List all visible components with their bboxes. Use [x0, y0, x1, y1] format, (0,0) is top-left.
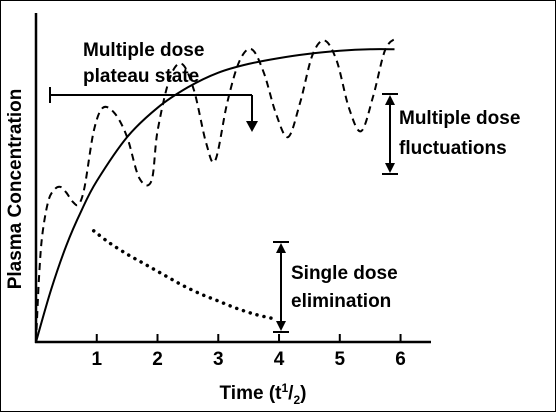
- fluctuations-arrow: [382, 93, 398, 175]
- x-tick-label: 6: [395, 349, 406, 370]
- single-dose-arrowhead-top: [276, 243, 286, 253]
- y-axis-label: Plasma Concentration: [5, 89, 26, 290]
- x-tick-label: 1: [91, 349, 102, 370]
- plateau-label-line2: plateau state: [83, 66, 199, 87]
- multiple-dose-average-line: [35, 48, 395, 343]
- plateau-label-line1: Multiple dose: [83, 40, 204, 61]
- single-dose-arrow: [273, 241, 289, 333]
- fluctuations-label-line1: Multiple dose: [399, 108, 520, 129]
- x-tick-label: 2: [152, 349, 163, 370]
- x-axis-label: Time (t1/2): [220, 381, 307, 407]
- plateau-bracket: [49, 87, 253, 125]
- series-group: [35, 36, 399, 343]
- x-tick-label: 3: [213, 349, 224, 370]
- x-ticks: 1 2 3 4 5 6: [91, 334, 406, 370]
- plateau-arrowhead: [246, 121, 258, 132]
- single-dose-label-line2: elimination: [291, 291, 391, 312]
- single-dose-arrowhead-bottom: [276, 321, 286, 331]
- fluctuations-label-line2: fluctuations: [399, 138, 507, 159]
- multiple-dose-fluctuation-line: [35, 36, 399, 343]
- single-dose-elimination-line: [91, 229, 275, 321]
- fluctuations-arrowhead-top: [385, 95, 395, 105]
- single-dose-label-line1: Single dose: [291, 263, 398, 284]
- fluctuations-arrowhead-bottom: [385, 163, 395, 173]
- x-tick-label: 5: [334, 349, 345, 370]
- x-tick-label: 4: [274, 349, 285, 370]
